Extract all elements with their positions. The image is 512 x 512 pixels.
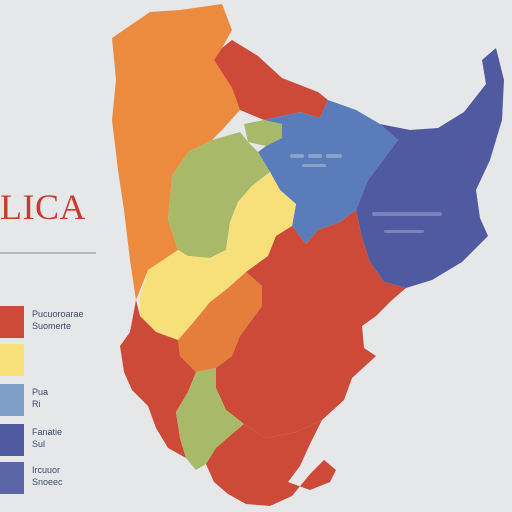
legend-swatch-red xyxy=(0,306,24,338)
region-central-blue[interactable] xyxy=(258,100,398,244)
legend-label: Fanatie xyxy=(32,427,63,437)
legend-item[interactable] xyxy=(0,344,110,376)
region-north-red[interactable] xyxy=(214,40,328,120)
legend-label: Pucuoroarae xyxy=(32,309,84,319)
title-divider xyxy=(0,252,96,254)
legend-swatch-light-blue xyxy=(0,384,24,416)
region-central-green[interactable] xyxy=(168,132,270,258)
region-east-navy[interactable] xyxy=(356,48,504,288)
legend-label: Suomerte xyxy=(32,321,72,331)
legend-label: Sul xyxy=(32,439,46,449)
legend-swatch-yellow xyxy=(0,344,24,376)
legend-label: Pua xyxy=(32,387,49,397)
region-south-green[interactable] xyxy=(176,368,244,470)
region-central-orange[interactable] xyxy=(178,272,262,372)
map-title: LICA xyxy=(0,187,86,227)
legend-swatch-navy xyxy=(0,424,24,456)
map-labels-east xyxy=(372,212,442,233)
legend-label: Ri xyxy=(32,399,41,409)
legend-item[interactable]: Ircuuor Snoeec xyxy=(0,462,110,494)
region-central-yellow[interactable] xyxy=(140,172,296,340)
map-labels xyxy=(290,154,342,167)
region-small-green[interactable] xyxy=(244,120,282,146)
region-northwest-orange[interactable] xyxy=(112,4,240,300)
region-south-tip-red[interactable] xyxy=(206,420,336,506)
legend-swatch-blue xyxy=(0,462,24,494)
legend-item[interactable]: Fanatie Sul xyxy=(0,424,110,456)
legend-label: Snoeec xyxy=(32,477,63,487)
legend-item[interactable]: Pucuoroarae Suomerte xyxy=(0,306,110,338)
legend-item[interactable]: Pua Ri xyxy=(0,384,110,416)
region-south-red[interactable] xyxy=(216,210,406,438)
legend-label: Ircuuor xyxy=(32,465,61,475)
